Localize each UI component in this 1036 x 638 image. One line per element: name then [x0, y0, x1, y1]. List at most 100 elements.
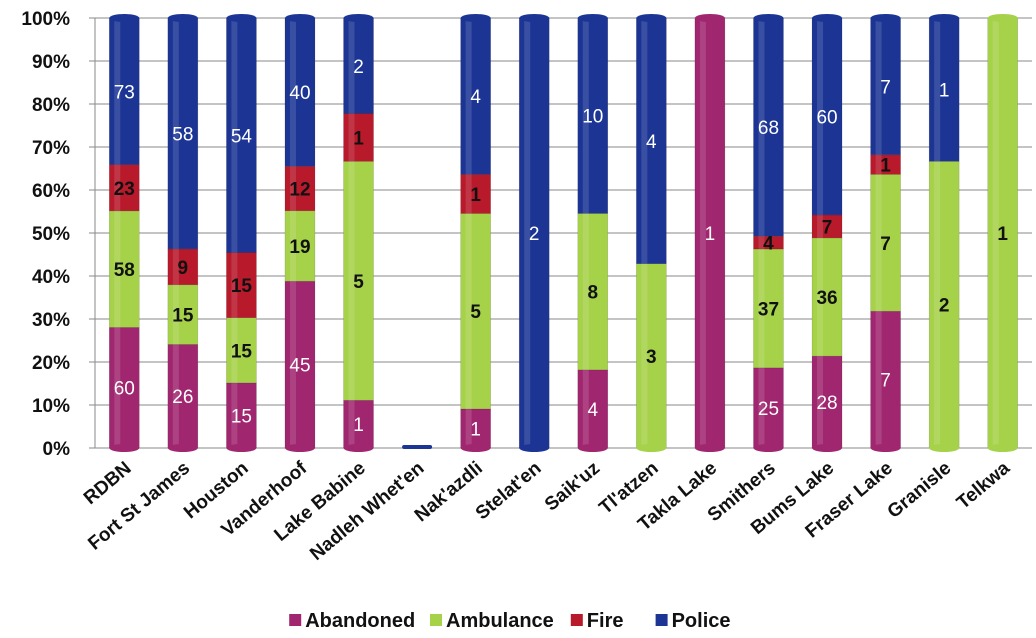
bar-highlight — [582, 213, 589, 370]
bar-ambulance — [928, 161, 960, 449]
legend-swatch-abandoned — [289, 614, 302, 626]
bar-highlight — [875, 174, 882, 312]
data-label-ambulance: 37 — [758, 299, 779, 320]
bar-highlight — [289, 18, 296, 167]
data-label-police: 2 — [353, 57, 364, 78]
bar-ambulance — [226, 317, 257, 384]
bar-base — [343, 444, 374, 452]
bar-abandoned — [460, 408, 491, 449]
bar-cap — [577, 14, 608, 22]
data-label-police: 2 — [529, 224, 540, 245]
bar-base — [460, 444, 491, 452]
data-label-fire: 1 — [353, 128, 364, 149]
bar-abandoned — [108, 327, 140, 449]
bar-ambulance — [460, 213, 491, 410]
legend-swatch-police — [655, 614, 668, 626]
bar-highlight — [465, 213, 472, 409]
bar-highlight — [817, 237, 824, 357]
bar-base — [519, 444, 550, 452]
bar-highlight — [875, 154, 882, 175]
bar-highlight — [817, 214, 824, 238]
data-label-police: 73 — [114, 82, 135, 103]
bar-base — [929, 444, 960, 452]
y-tick-label: 100% — [21, 9, 70, 30]
x-tick-label: Granisle — [884, 458, 956, 523]
data-label-police: 58 — [172, 124, 193, 145]
data-label-abandoned: 15 — [231, 406, 252, 427]
legend-swatch-fire — [570, 614, 583, 626]
y-tick-label: 20% — [32, 353, 70, 374]
bar-highlight — [114, 210, 121, 328]
data-label-police: 1 — [939, 81, 950, 102]
data-label-ambulance: 1 — [997, 224, 1008, 245]
bar-police — [811, 17, 843, 216]
bar-ambulance — [636, 263, 667, 449]
bar-highlight — [758, 367, 765, 448]
bar-police — [518, 17, 550, 449]
bars — [108, 14, 1019, 452]
bar-highlight — [934, 18, 941, 162]
bar-base — [109, 444, 140, 452]
bar-base — [284, 444, 315, 452]
legend-label-police: Police — [672, 610, 731, 632]
data-label-ambulance: 8 — [587, 283, 598, 304]
data-label-police: 4 — [646, 132, 657, 153]
y-tick-label: 70% — [32, 138, 70, 159]
data-label-ambulance: 5 — [470, 302, 481, 323]
bar-fire — [284, 165, 316, 212]
data-label-abandoned: 1 — [705, 224, 716, 245]
bar-highlight — [524, 18, 531, 448]
bar-abandoned — [870, 310, 901, 449]
y-tick-label: 0% — [43, 439, 71, 460]
x-tick-label: Telkwa — [953, 457, 1014, 513]
bar-ambulance — [167, 284, 199, 345]
data-label-ambulance: 7 — [880, 234, 891, 255]
bar-cap — [460, 14, 491, 22]
legend-swatch-ambulance — [430, 614, 442, 626]
bar-cap — [167, 14, 198, 22]
bar-highlight — [114, 18, 121, 165]
bar-highlight — [465, 18, 472, 175]
bar-ambulance — [870, 174, 901, 312]
bar-cap — [812, 14, 843, 22]
legend-label-abandoned: Abandoned — [305, 610, 415, 632]
bar-highlight — [641, 18, 648, 264]
bar-highlight — [641, 263, 648, 448]
data-label-fire: 1 — [880, 156, 891, 177]
bar-police — [226, 17, 257, 253]
data-label-fire: 12 — [289, 180, 310, 201]
y-tick-label: 80% — [32, 95, 70, 116]
bar-base — [226, 444, 257, 452]
legend-label-fire: Fire — [587, 610, 624, 632]
bar-highlight — [348, 18, 355, 114]
bar-highlight — [114, 164, 121, 211]
bar-highlight — [114, 327, 121, 448]
bar-highlight — [699, 18, 706, 448]
y-tick-label: 40% — [32, 267, 70, 288]
bar-police — [167, 17, 199, 250]
bar-empty-marker — [402, 445, 433, 449]
bar-highlight — [875, 311, 882, 448]
bar-police — [343, 17, 374, 114]
bar-fire — [108, 164, 140, 212]
data-label-police: 4 — [470, 87, 481, 108]
data-label-ambulance: 36 — [816, 288, 837, 309]
bar-highlight — [231, 382, 238, 448]
bar-ambulance — [577, 213, 609, 371]
data-label-fire: 7 — [822, 217, 833, 238]
bar-ambulance — [811, 237, 843, 357]
bar-police — [284, 17, 316, 167]
data-label-ambulance: 15 — [172, 306, 194, 327]
data-label-ambulance: 19 — [289, 237, 310, 258]
data-label-fire: 9 — [178, 258, 189, 279]
y-tick-label: 10% — [32, 396, 70, 417]
bar-cap — [929, 14, 960, 22]
bar-base — [753, 444, 784, 452]
y-tick-label: 90% — [32, 52, 70, 73]
bar-highlight — [231, 317, 238, 383]
data-label-police: 68 — [758, 118, 779, 139]
y-tick-label: 60% — [32, 181, 70, 202]
